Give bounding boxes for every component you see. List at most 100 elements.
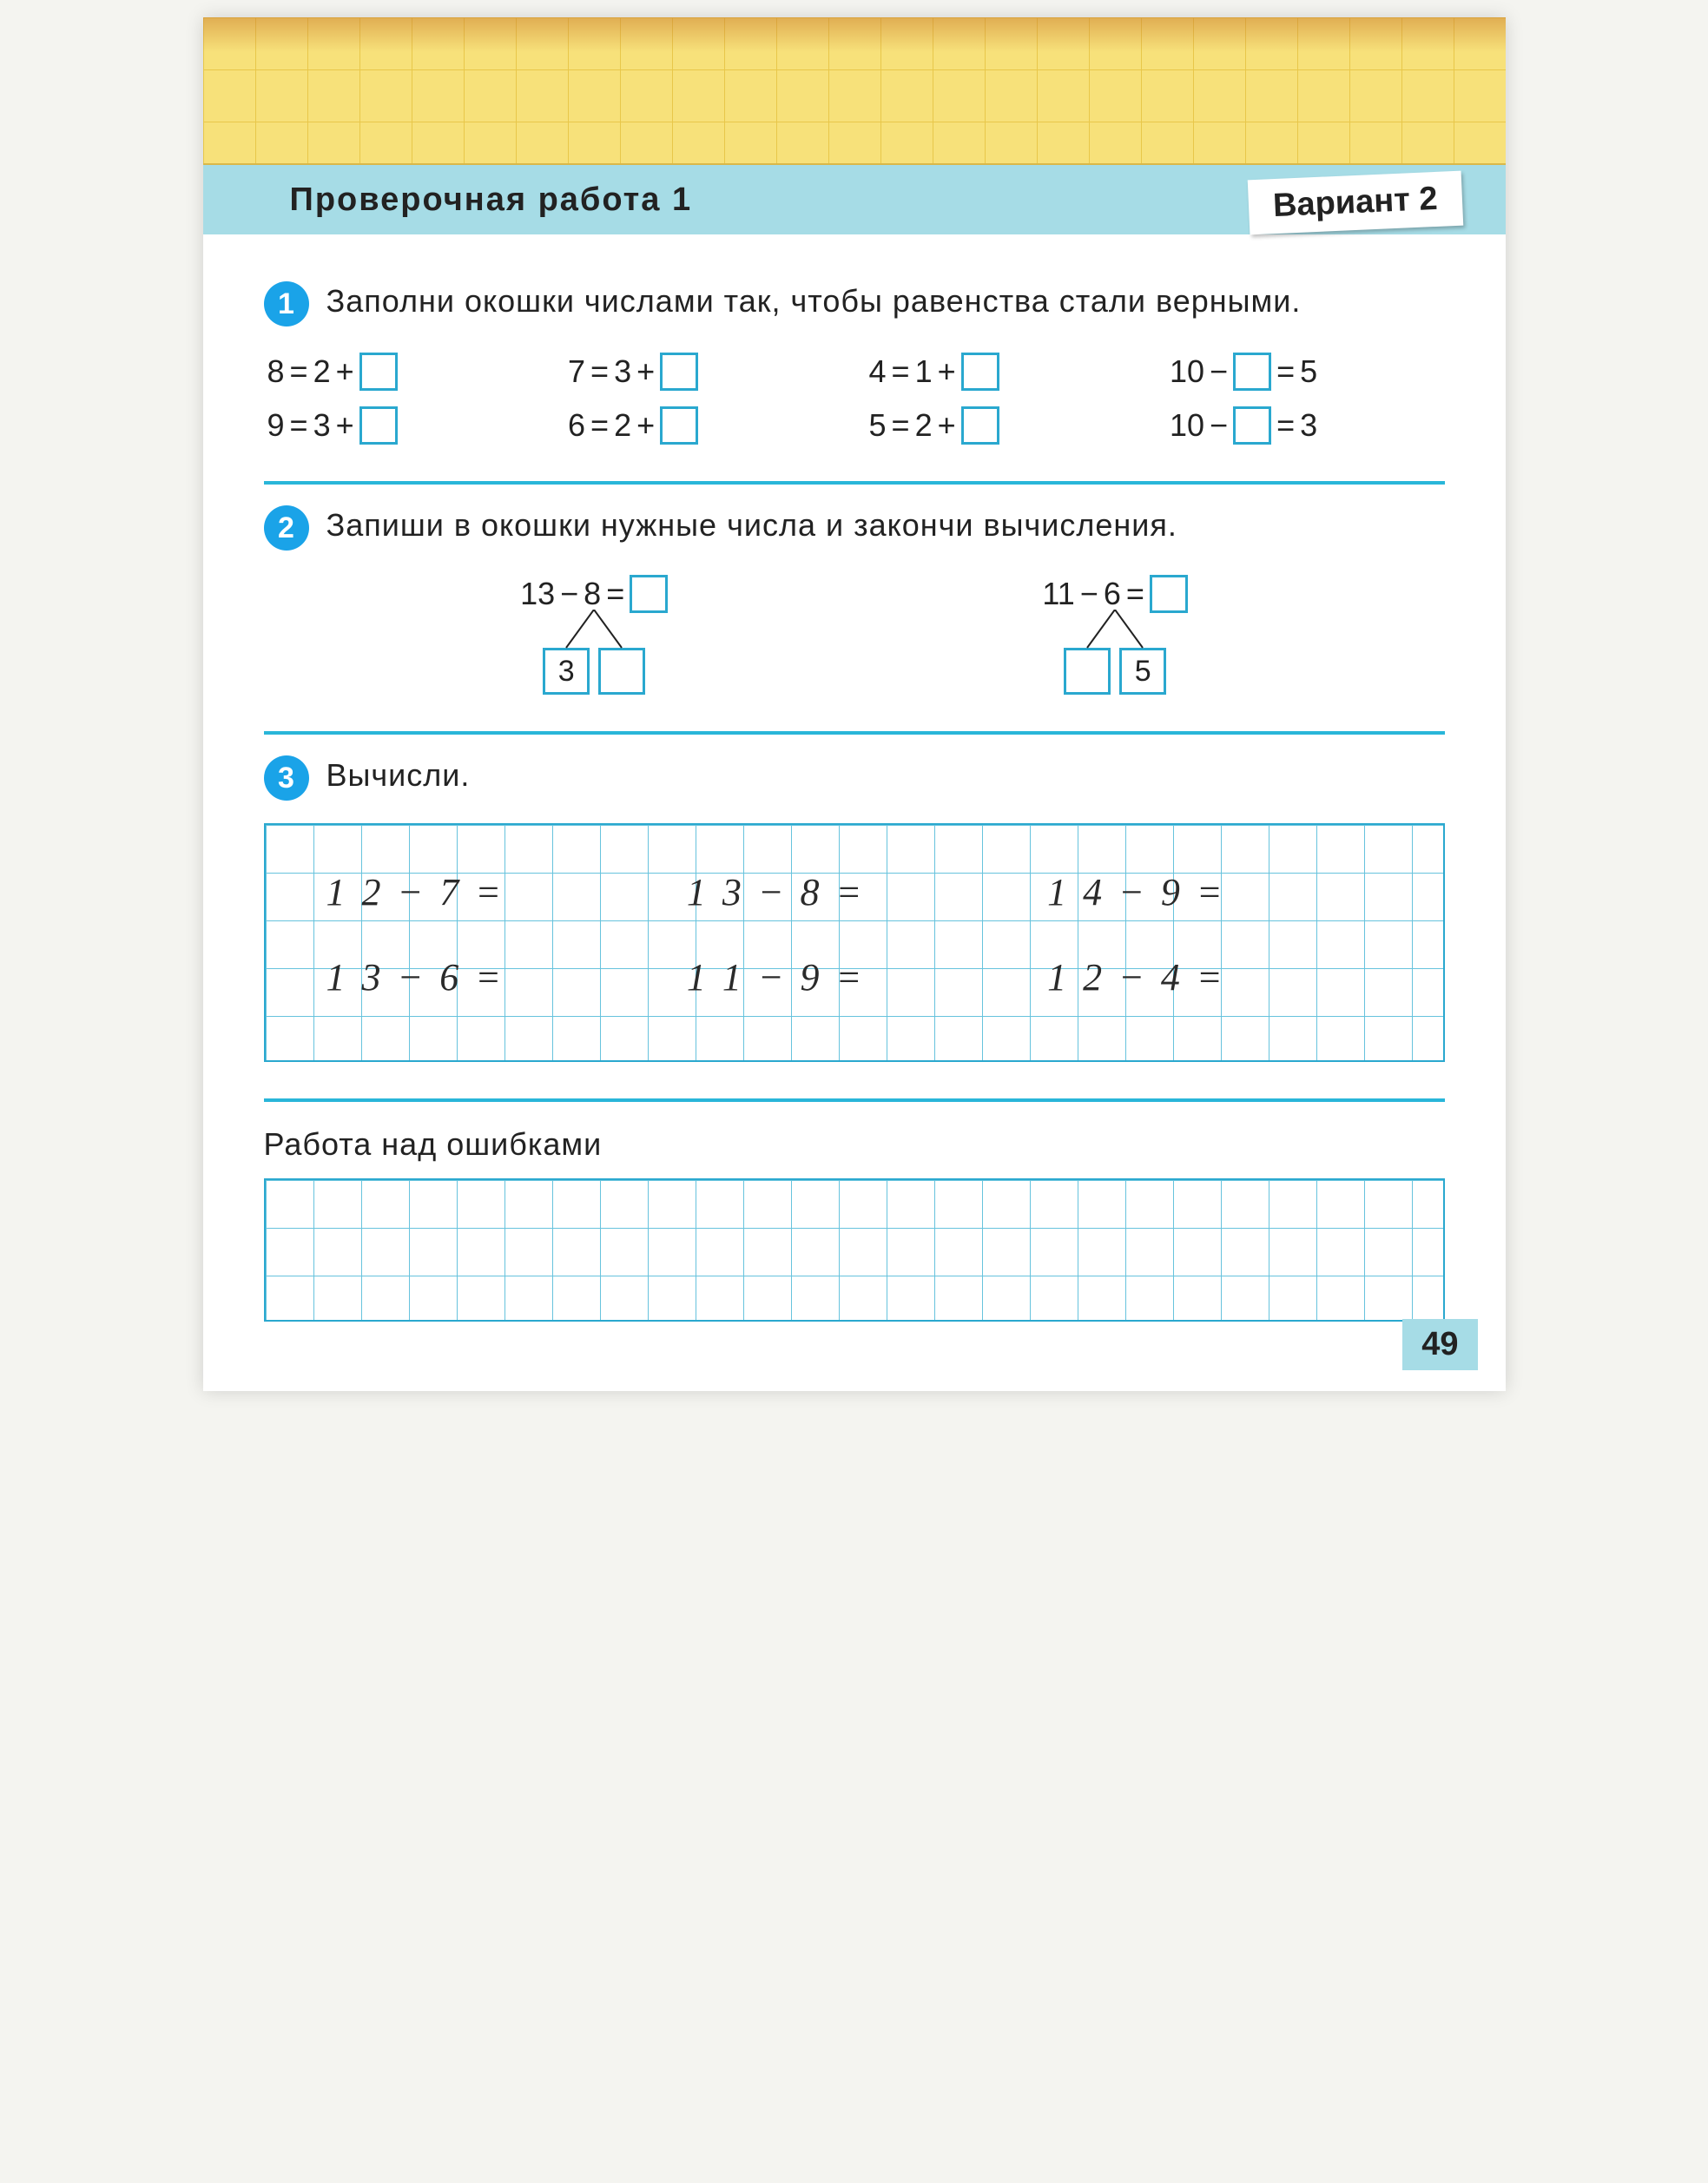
eq-token: 11 — [1042, 576, 1074, 612]
eq-token: = — [290, 353, 308, 390]
eq-token: − — [1210, 407, 1228, 444]
eq-token: 2 — [614, 407, 631, 444]
content-area: 1 Заполни окошки числами так, чтобы раве… — [203, 234, 1506, 1322]
equation: 10 − = 5 — [1170, 353, 1445, 391]
eq-token: 4 — [869, 353, 887, 390]
eq-token: 5 — [1300, 353, 1317, 390]
eq-token: 1 — [915, 353, 933, 390]
eq-token: = — [1276, 353, 1295, 390]
eq-token: = — [892, 407, 910, 444]
worksheet-title: Проверочная работа 1 — [290, 181, 693, 219]
task-2-row: 13 − 8 = 3 — [264, 575, 1445, 695]
equation: 7 = 3 + — [568, 353, 843, 391]
hand-equation: 1 1 − 9 = — [687, 955, 1047, 999]
eq-token: 7 — [568, 353, 585, 390]
hand-equation: 1 2 − 4 = — [1047, 955, 1408, 999]
eq-token: 10 — [1170, 353, 1204, 390]
task-3-badge: 3 — [264, 755, 309, 801]
decomposition: 13 − 8 = 3 — [520, 575, 668, 695]
answer-box[interactable] — [1233, 353, 1271, 391]
task-2-header: 2 Запиши в окошки нужные числа и закончи… — [264, 502, 1445, 551]
task-2-badge: 2 — [264, 505, 309, 551]
eq-token: 9 — [267, 407, 285, 444]
decomp-boxes: 5 — [1064, 648, 1166, 695]
eq-token: 6 — [568, 407, 585, 444]
equation: 4 = 1 + — [869, 353, 1144, 391]
equation: 9 = 3 + — [267, 406, 543, 445]
decomp-box[interactable] — [598, 648, 645, 695]
eq-token: + — [336, 407, 354, 444]
eq-token: = — [892, 353, 910, 390]
top-yellow-grid-decor — [203, 17, 1506, 165]
answer-box[interactable] — [660, 353, 698, 391]
answer-box[interactable] — [961, 406, 999, 445]
hand-equation: 1 2 − 7 = — [326, 870, 687, 914]
task-1-badge: 1 — [264, 281, 309, 326]
decomposition: 11 − 6 = 5 — [1042, 575, 1187, 695]
eq-token: = — [1276, 407, 1295, 444]
eq-token: 3 — [1300, 407, 1317, 444]
eq-token: − — [1210, 353, 1228, 390]
hand-equation: 1 3 − 8 = — [687, 870, 1047, 914]
eq-token: 2 — [313, 353, 331, 390]
eq-token: + — [938, 353, 956, 390]
errors-grid[interactable] — [264, 1178, 1445, 1322]
eq-token: 8 — [267, 353, 285, 390]
equation: 8 = 2 + — [267, 353, 543, 391]
answer-box[interactable] — [359, 353, 398, 391]
eq-token: 13 — [520, 576, 555, 612]
title-bar: Проверочная работа 1 Вариант 2 — [203, 165, 1506, 234]
task-1: 1 Заполни окошки числами так, чтобы раве… — [264, 261, 1445, 465]
task-3-instruction: Вычисли. — [326, 752, 471, 799]
decomp-box[interactable] — [1064, 648, 1111, 695]
split-lines — [1063, 610, 1167, 650]
answer-box[interactable] — [961, 353, 999, 391]
eq-token: 6 — [1104, 576, 1121, 612]
eq-token: 3 — [614, 353, 631, 390]
separator — [264, 1098, 1445, 1102]
eq-token: + — [636, 353, 655, 390]
eq-token: + — [636, 407, 655, 444]
split-lines — [542, 610, 646, 650]
task-3: 3 Вычисли. 1 2 − 7 = 1 3 − 8 = 1 4 − 9 =… — [264, 735, 1445, 1083]
task-1-equations: 8 = 2 + 7 = 3 + 4 = 1 — [264, 353, 1445, 445]
answer-box[interactable] — [660, 406, 698, 445]
decomp-box[interactable]: 5 — [1119, 648, 1166, 695]
eq-token: − — [560, 576, 578, 612]
eq-token: + — [336, 353, 354, 390]
equation: 6 = 2 + — [568, 406, 843, 445]
equation: 10 − = 3 — [1170, 406, 1445, 445]
answer-box[interactable] — [1150, 575, 1188, 613]
decomp-equation: 13 − 8 = — [520, 575, 668, 613]
eq-token: 8 — [584, 576, 601, 612]
eq-token: = — [590, 353, 609, 390]
eq-token: = — [590, 407, 609, 444]
task-1-instruction: Заполни окошки числами так, чтобы равенс… — [326, 278, 1302, 325]
answer-box[interactable] — [1233, 406, 1271, 445]
equation: 5 = 2 + — [869, 406, 1144, 445]
decomp-equation: 11 − 6 = — [1042, 575, 1187, 613]
hand-equation: 1 3 − 6 = — [326, 955, 687, 999]
hand-equation: 1 4 − 9 = — [1047, 870, 1408, 914]
answer-box[interactable] — [359, 406, 398, 445]
answer-box[interactable] — [630, 575, 668, 613]
eq-token: 5 — [869, 407, 887, 444]
eq-token: 10 — [1170, 407, 1204, 444]
task-1-header: 1 Заполни окошки числами так, чтобы раве… — [264, 278, 1445, 326]
decomp-box[interactable]: 3 — [543, 648, 590, 695]
eq-token: + — [938, 407, 956, 444]
task-2: 2 Запиши в окошки нужные числа и закончи… — [264, 485, 1445, 716]
eq-token: = — [1126, 576, 1144, 612]
eq-token: = — [606, 576, 624, 612]
decomp-boxes: 3 — [543, 648, 645, 695]
task-3-header: 3 Вычисли. — [264, 752, 1445, 801]
eq-token: = — [290, 407, 308, 444]
errors-section-label: Работа над ошибками — [264, 1126, 1445, 1163]
calc-grid[interactable]: 1 2 − 7 = 1 3 − 8 = 1 4 − 9 = 1 3 − 6 = … — [264, 823, 1445, 1062]
eq-token: − — [1080, 576, 1098, 612]
eq-token: 2 — [915, 407, 933, 444]
page-number: 49 — [1402, 1319, 1477, 1370]
variant-label: Вариант 2 — [1248, 171, 1463, 235]
task-2-instruction: Запиши в окошки нужные числа и закончи в… — [326, 502, 1177, 549]
calc-row: 1 2 − 7 = 1 3 − 8 = 1 4 − 9 = — [266, 870, 1443, 914]
